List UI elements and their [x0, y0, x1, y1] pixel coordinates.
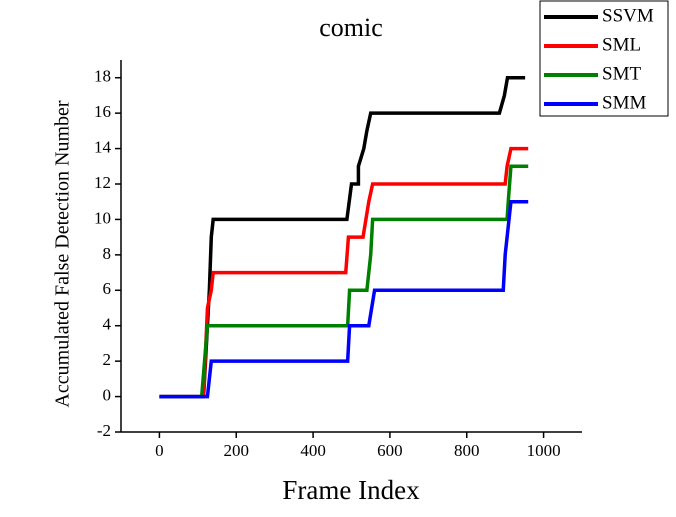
legend: SSVM SML SMT SMM [539, 0, 669, 117]
y-tick-label: 12 [94, 173, 111, 192]
y-tick-label: 4 [103, 315, 112, 334]
legend-label: SMM [602, 92, 646, 113]
legend-label: SMT [602, 63, 641, 84]
y-tick-label: -2 [97, 421, 111, 440]
y-tick-label: 8 [103, 244, 112, 263]
y-tick-label: 16 [94, 102, 111, 121]
x-tick-label: 200 [224, 441, 250, 460]
y-tick-label: 2 [103, 350, 112, 369]
series-line [159, 199, 529, 399]
y-tick-label: 0 [103, 385, 112, 404]
chart-title: comic [319, 13, 383, 42]
legend-label: SSVM [602, 5, 654, 26]
series-line [159, 164, 529, 399]
y-tick-label: 6 [103, 279, 112, 298]
x-tick-label: 0 [155, 441, 164, 460]
x-axis-label: Frame Index [282, 475, 420, 505]
y-axis-label: Accumulated False Detection Number [52, 100, 74, 407]
y-tick-label: 14 [94, 137, 112, 156]
y-tick-label: 10 [94, 208, 111, 227]
series-line [159, 146, 529, 399]
x-tick-label: 1000 [527, 441, 561, 460]
series-line [159, 75, 526, 399]
legend-label: SML [602, 34, 641, 55]
legend-box [539, 0, 669, 117]
y-tick-label: 18 [94, 67, 111, 86]
x-tick-label: 600 [377, 441, 403, 460]
x-tick-label: 400 [300, 441, 326, 460]
x-tick-label: 800 [454, 441, 480, 460]
